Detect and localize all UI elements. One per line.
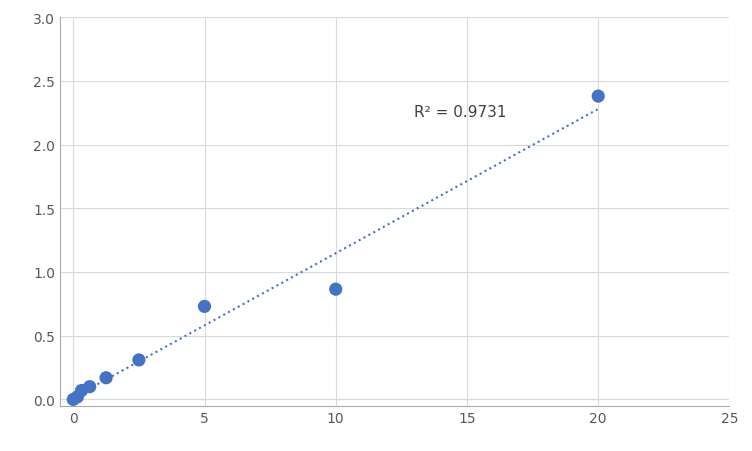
Point	[592, 93, 604, 101]
Point	[71, 393, 83, 400]
Point	[100, 374, 112, 382]
Point	[75, 387, 87, 394]
Point	[83, 383, 96, 391]
Point	[67, 396, 79, 403]
Point	[199, 303, 211, 310]
Point	[329, 286, 341, 293]
Text: R² = 0.9731: R² = 0.9731	[414, 105, 507, 120]
Point	[133, 356, 145, 364]
